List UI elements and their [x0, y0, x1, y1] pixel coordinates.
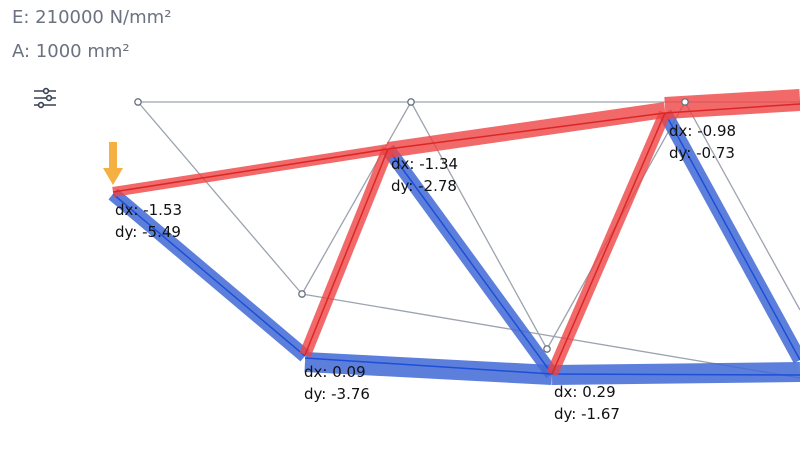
area-label: A: 1000 mm²	[12, 41, 130, 62]
node-displacement-label: dx: -0.98 dy: -0.73	[669, 120, 736, 164]
tension-members	[112, 89, 800, 377]
down-arrow-load-icon	[103, 142, 123, 185]
dx-value: dx: -1.53	[115, 201, 183, 219]
undeformed-node-markers	[134, 98, 689, 353]
dx-value: dx: 0.09	[304, 363, 366, 381]
dy-value: dy: -1.67	[554, 405, 620, 423]
dy-value: dy: -0.73	[669, 144, 735, 162]
dy-value: dy: -3.76	[304, 385, 370, 403]
dx-value: dx: -1.34	[391, 155, 459, 173]
dy-value: dy: -2.78	[391, 177, 457, 195]
dx-value: dx: -0.98	[669, 122, 737, 140]
e-modulus-label: E: 210000 N/mm²	[12, 7, 172, 28]
sliders-icon	[34, 87, 56, 109]
node-displacement-label: dx: -1.53 dy: -5.49	[115, 199, 182, 243]
node-displacement-label: dx: 0.29 dy: -1.67	[554, 381, 620, 425]
compression-members	[108, 109, 800, 385]
node-displacement-label: dx: 0.09 dy: -3.76	[304, 361, 370, 405]
dx-value: dx: 0.29	[554, 383, 616, 401]
settings-sliders-button[interactable]	[33, 87, 57, 109]
dy-value: dy: -5.49	[115, 223, 181, 241]
node-displacement-label: dx: -1.34 dy: -2.78	[391, 153, 458, 197]
